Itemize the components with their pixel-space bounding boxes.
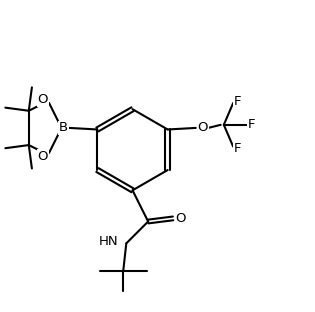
Text: O: O	[37, 149, 48, 163]
Text: O: O	[176, 212, 186, 225]
Text: HN: HN	[99, 235, 118, 248]
Text: F: F	[234, 95, 242, 108]
Text: F: F	[234, 142, 242, 155]
Text: B: B	[59, 121, 68, 134]
Text: O: O	[198, 121, 208, 134]
Text: F: F	[248, 118, 256, 131]
Text: O: O	[37, 93, 48, 106]
